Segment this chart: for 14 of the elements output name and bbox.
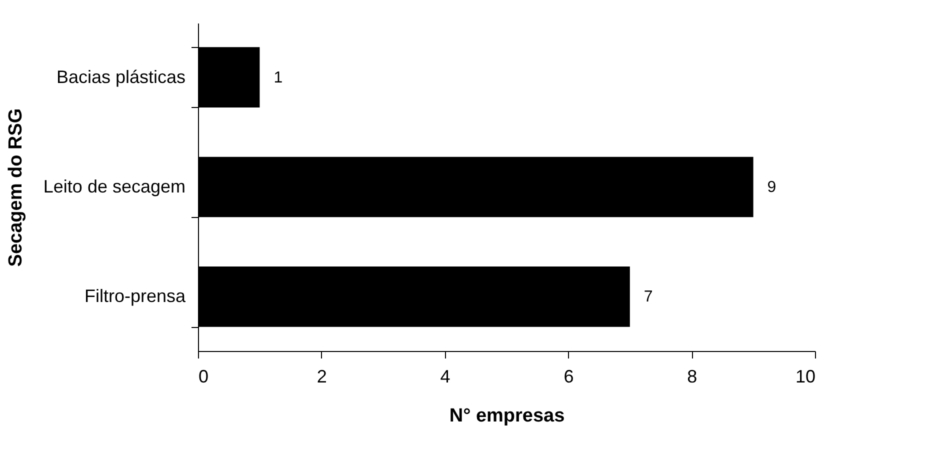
y-axis-title: Secagem do RSG: [5, 108, 26, 267]
data-label: 7: [644, 288, 653, 306]
x-tick-label: 8: [687, 366, 698, 386]
data-label: 1: [274, 69, 283, 86]
x-tick-label: 4: [440, 366, 450, 386]
y-tick-label: Filtro-prensa: [84, 286, 186, 306]
x-tick-label: 6: [564, 366, 574, 386]
y-tick-label: Leito de secagem: [43, 176, 186, 196]
data-label: 9: [767, 179, 776, 196]
x-axis-title: N° empresas: [449, 406, 565, 426]
x-tick-label: 10: [795, 366, 816, 386]
x-tick-label: 2: [316, 366, 327, 386]
y-tick-label: Bacias plásticas: [56, 66, 186, 87]
x-tick-label: 0: [198, 366, 209, 386]
